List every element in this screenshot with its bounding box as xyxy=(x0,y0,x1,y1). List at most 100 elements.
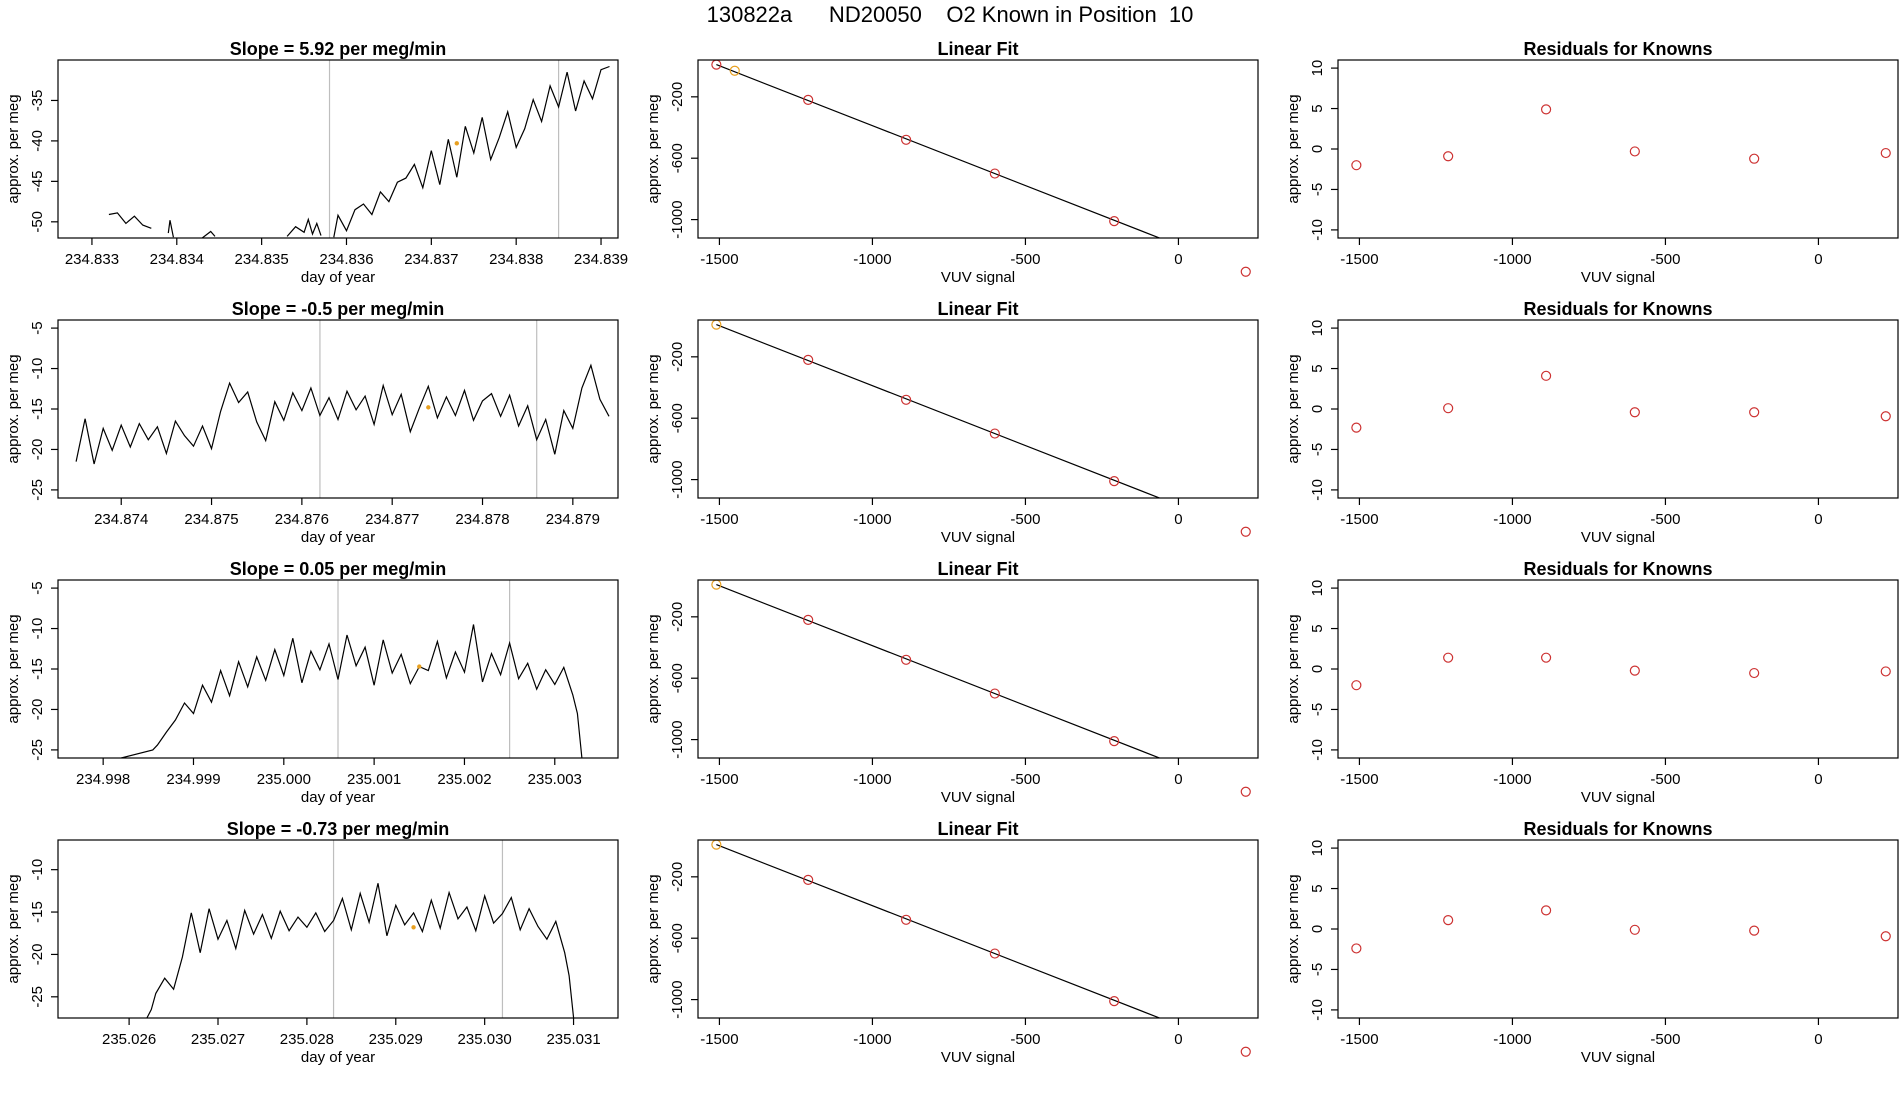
chart-9-ylabel: approx. per meg xyxy=(1285,614,1302,723)
chart-1-xtick-label-7: 234.839 xyxy=(574,251,628,268)
chart-2-point-3 xyxy=(900,134,912,145)
chart-6-ytick-label-2: -5 xyxy=(1309,443,1326,456)
chart-6-ytick-label-3: 0 xyxy=(1309,405,1326,413)
chart-6-ytick-label-4: 5 xyxy=(1309,364,1326,372)
chart-5-point-2 xyxy=(900,394,912,405)
chart-12-xtick-label-2: -1000 xyxy=(1493,1031,1531,1048)
chart-11-fit-line xyxy=(716,844,1162,1018)
chart-3-ylabel: approx. per meg xyxy=(1285,94,1302,203)
chart-11-xtick-label-3: -500 xyxy=(1010,1031,1040,1048)
chart-2-ylabel: approx. per meg xyxy=(645,94,662,203)
chart-8-xtick-label-4: 0 xyxy=(1174,771,1182,788)
chart-9-xtick-label-1: -1500 xyxy=(1340,771,1378,788)
chart-2-xlabel: VUV signal xyxy=(941,269,1015,286)
figure-title: 130822a ND20050 O2 Known in Position 10 xyxy=(706,2,1194,27)
chart-8-point-5 xyxy=(1240,786,1251,797)
chart-2-orange-point-1 xyxy=(729,65,740,76)
chart-6-point-4 xyxy=(1629,407,1640,418)
chart-2-point-5 xyxy=(1109,216,1120,227)
chart-9-xtick-label-3: -500 xyxy=(1650,771,1680,788)
chart-11-frame xyxy=(697,839,1259,1019)
chart-3-point-3 xyxy=(1540,104,1552,115)
chart-10-ytick-label-1: -25 xyxy=(29,986,46,1008)
chart-8-title: Linear Fit xyxy=(937,559,1018,579)
chart-1-xtick-label-3: 234.835 xyxy=(235,251,289,268)
chart-1-series-line-1 xyxy=(108,212,152,229)
chart-2-fit-line xyxy=(716,64,1162,238)
chart-8-ytick-label-2: -600 xyxy=(669,663,686,693)
chart-10-ytick-label-2: -20 xyxy=(29,944,46,966)
chart-11-xtick-label-1: -1500 xyxy=(700,1031,738,1048)
chart-2-xtick-label-4: 0 xyxy=(1174,251,1182,268)
chart-9-point-1 xyxy=(1351,680,1362,691)
chart-7-xtick-label-2: 234.999 xyxy=(166,771,220,788)
chart-5-xlabel: VUV signal xyxy=(941,529,1015,546)
chart-12-ytick-label-5: 10 xyxy=(1309,840,1326,857)
chart-9-point-5 xyxy=(1749,667,1760,679)
chart-4-xtick-label-4: 234.877 xyxy=(365,511,419,528)
chart-7-ytick-label-3: -15 xyxy=(29,658,46,680)
chart-2-point-6 xyxy=(1240,266,1251,277)
chart-12-xtick-label-4: 0 xyxy=(1814,1031,1822,1048)
chart-6-point-5 xyxy=(1749,407,1760,418)
chart-3-title: Residuals for Knowns xyxy=(1523,39,1712,59)
chart-1-series-line-3 xyxy=(201,230,216,238)
chart-5-ytick-label-1: -1000 xyxy=(669,460,686,498)
chart-5-ylabel: approx. per meg xyxy=(645,354,662,463)
chart-3-xtick-label-4: 0 xyxy=(1814,251,1822,268)
chart-1-xtick-label-4: 234.836 xyxy=(319,251,373,268)
chart-2-xtick-label-1: -1500 xyxy=(700,251,738,268)
chart-6-ytick-label-1: -10 xyxy=(1309,479,1326,501)
chart-5-ytick-label-2: -600 xyxy=(669,403,686,433)
chart-4-ytick-label-3: -15 xyxy=(29,398,46,420)
chart-9-ytick-label-3: 0 xyxy=(1309,665,1326,673)
chart-8-point-3 xyxy=(989,688,1000,699)
chart-10-ylabel: approx. per meg xyxy=(5,874,22,983)
chart-9-ytick-label-2: -5 xyxy=(1309,703,1326,716)
chart-4-frame xyxy=(57,319,619,499)
chart-6-frame xyxy=(1337,319,1899,499)
chart-3-point-6 xyxy=(1880,147,1891,159)
chart-3-ytick-label-3: 0 xyxy=(1309,145,1326,153)
chart-9-xtick-label-2: -1000 xyxy=(1493,771,1531,788)
chart-7-ytick-label-2: -20 xyxy=(29,699,46,721)
chart-7-xtick-label-5: 235.002 xyxy=(437,771,491,788)
chart-6-title: Residuals for Knowns xyxy=(1523,299,1712,319)
chart-2-title: Linear Fit xyxy=(937,39,1018,59)
chart-9-ytick-label-5: 10 xyxy=(1309,580,1326,597)
chart-1-series-line-4 xyxy=(286,217,322,237)
chart-8-xtick-label-3: -500 xyxy=(1010,771,1040,788)
chart-12-ytick-label-4: 5 xyxy=(1309,884,1326,892)
chart-12-title: Residuals for Knowns xyxy=(1523,819,1712,839)
chart-2-xtick-label-2: -1000 xyxy=(853,251,891,268)
chart-5-point-3 xyxy=(989,428,1000,439)
chart-4-ylabel: approx. per meg xyxy=(5,354,22,463)
chart-10-ytick-label-3: -15 xyxy=(29,901,46,923)
chart-9-xlabel: VUV signal xyxy=(1581,789,1655,806)
chart-10-xtick-label-5: 235.030 xyxy=(458,1031,512,1048)
chart-9-xtick-label-4: 0 xyxy=(1814,771,1822,788)
chart-10-xtick-label-2: 235.027 xyxy=(191,1031,245,1048)
chart-10-frame xyxy=(57,839,619,1019)
chart-9-ytick-label-1: -10 xyxy=(1309,739,1326,761)
chart-6-point-6 xyxy=(1880,411,1891,422)
chart-9-ytick-label-4: 5 xyxy=(1309,624,1326,632)
chart-11-title: Linear Fit xyxy=(937,819,1018,839)
chart-5-fit-line xyxy=(716,324,1162,498)
chart-7-ylabel: approx. per meg xyxy=(5,614,22,723)
chart-1-xlabel: day of year xyxy=(301,269,375,286)
chart-1-xtick-label-2: 234.834 xyxy=(150,251,204,268)
chart-12-point-2 xyxy=(1443,914,1454,926)
chart-11-ytick-label-2: -600 xyxy=(669,923,686,953)
chart-12-xtick-label-3: -500 xyxy=(1650,1031,1680,1048)
chart-10-xtick-label-1: 235.026 xyxy=(102,1031,156,1048)
chart-5-title: Linear Fit xyxy=(937,299,1018,319)
chart-4-xtick-label-5: 234.878 xyxy=(455,511,509,528)
chart-6-xtick-label-3: -500 xyxy=(1650,511,1680,528)
chart-10-xlabel: day of year xyxy=(301,1049,375,1066)
chart-11-point-3 xyxy=(989,948,1000,959)
chart-7-xtick-label-1: 234.998 xyxy=(76,771,130,788)
chart-12-ylabel: approx. per meg xyxy=(1285,874,1302,983)
